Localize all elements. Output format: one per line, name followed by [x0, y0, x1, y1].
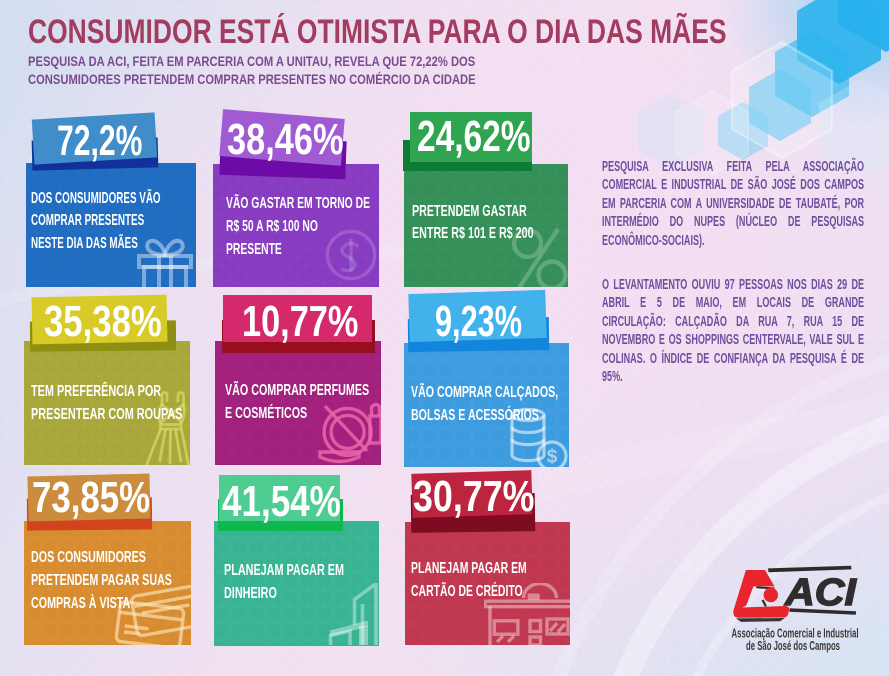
svg-text:Associação Comercial e Industr: Associação Comercial e Industrial [732, 627, 859, 641]
svg-text:de São José dos Campos: de São José dos Campos [746, 639, 840, 653]
svg-text:$: $ [547, 447, 558, 468]
svg-text:ACI: ACI [784, 572, 858, 614]
